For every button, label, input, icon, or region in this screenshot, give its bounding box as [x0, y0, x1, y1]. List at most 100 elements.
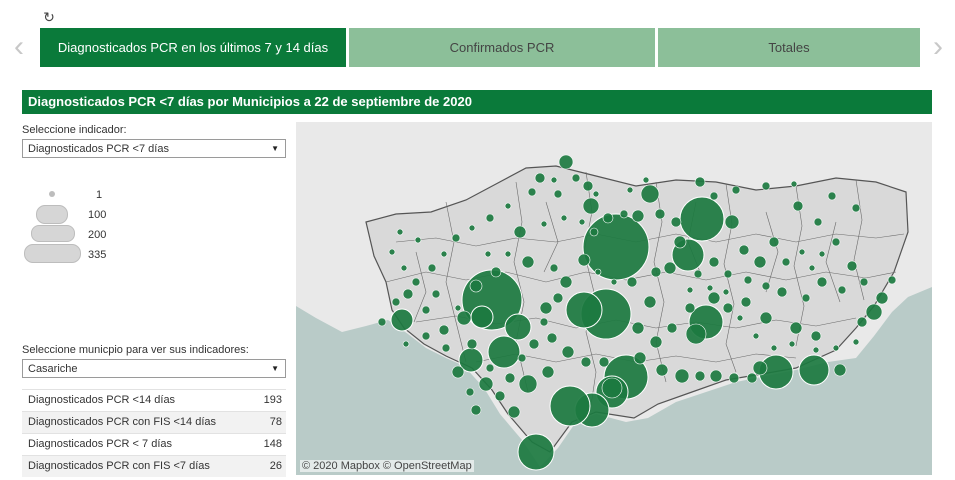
municipality-bubble[interactable] — [565, 291, 603, 329]
indicator-dropdown[interactable]: Diagnosticados PCR <7 días ▼ — [22, 139, 286, 158]
municipality-bubble[interactable] — [833, 363, 847, 377]
municipality-bubble[interactable] — [582, 213, 650, 281]
municipality-bubble[interactable] — [441, 343, 451, 353]
municipality-bubble[interactable] — [728, 372, 740, 384]
municipality-bubble[interactable] — [550, 176, 558, 184]
municipality-bubble[interactable] — [801, 293, 811, 303]
municipality-bubble[interactable] — [642, 176, 650, 184]
municipality-bubble[interactable] — [517, 353, 527, 363]
municipality-bubble[interactable] — [761, 281, 771, 291]
municipality-bubble[interactable] — [626, 186, 634, 194]
municipality-bubble[interactable] — [391, 297, 401, 307]
municipality-bubble[interactable] — [770, 344, 778, 352]
municipality-bubble[interactable] — [798, 248, 806, 256]
municipality-bubble[interactable] — [818, 250, 826, 258]
municipality-bubble[interactable] — [400, 264, 408, 272]
municipality-bubble[interactable] — [709, 369, 723, 383]
municipality-bubble[interactable] — [421, 331, 431, 341]
municipality-bubble[interactable] — [440, 250, 448, 258]
municipality-bubble[interactable] — [736, 314, 744, 322]
municipality-bubble[interactable] — [549, 385, 591, 427]
municipality-bubble[interactable] — [792, 200, 804, 212]
municipality-bubble[interactable] — [816, 276, 828, 288]
municipality-bubble[interactable] — [673, 235, 687, 249]
municipality-bubble[interactable] — [402, 340, 410, 348]
municipality-bubble[interactable] — [740, 296, 752, 308]
municipality-bubble[interactable] — [753, 255, 767, 269]
municipality-bubble[interactable] — [650, 266, 662, 278]
municipality-bubble[interactable] — [507, 405, 521, 419]
municipality-bubble[interactable] — [808, 264, 816, 272]
municipality-bubble[interactable] — [518, 374, 538, 394]
municipality-bubble[interactable] — [558, 154, 574, 170]
municipality-bubble[interactable] — [578, 218, 586, 226]
municipality-bubble[interactable] — [694, 370, 706, 382]
municipality-bubble[interactable] — [561, 345, 575, 359]
municipality-bubble[interactable] — [528, 338, 540, 350]
municipality-bubble[interactable] — [686, 286, 694, 294]
municipality-bubble[interactable] — [539, 301, 553, 315]
municipality-bubble[interactable] — [427, 263, 437, 273]
municipality-bubble[interactable] — [527, 187, 537, 197]
municipality-bubble[interactable] — [827, 191, 837, 201]
bubble-map[interactable] — [296, 122, 932, 475]
municipality-bubble[interactable] — [633, 351, 647, 365]
municipality-bubble[interactable] — [549, 263, 559, 273]
municipality-bubble[interactable] — [451, 365, 465, 379]
municipality-bubble[interactable] — [414, 236, 422, 244]
municipality-bubble[interactable] — [832, 344, 840, 352]
municipality-bubble[interactable] — [887, 275, 897, 285]
municipality-bubble[interactable] — [469, 279, 483, 293]
municipality-bubble[interactable] — [810, 330, 822, 342]
municipality-bubble[interactable] — [580, 356, 592, 368]
municipality-bubble[interactable] — [577, 253, 591, 267]
municipality-bubble[interactable] — [731, 185, 741, 195]
municipality-bubble[interactable] — [738, 244, 750, 256]
municipality-bubble[interactable] — [396, 228, 404, 236]
municipality-bubble[interactable] — [724, 214, 740, 230]
municipality-bubble[interactable] — [743, 275, 753, 285]
municipality-bubble[interactable] — [451, 233, 461, 243]
municipality-bubble[interactable] — [466, 338, 478, 350]
municipality-bubble[interactable] — [487, 335, 521, 369]
municipality-bubble[interactable] — [851, 203, 861, 213]
previous-tab-arrow-icon[interactable]: ‹ — [14, 30, 24, 63]
municipality-bubble[interactable] — [654, 208, 666, 220]
municipality-bubble[interactable] — [649, 335, 663, 349]
municipality-bubble[interactable] — [504, 372, 516, 384]
municipality-bubble[interactable] — [541, 365, 555, 379]
municipality-bubble[interactable] — [540, 220, 548, 228]
municipality-bubble[interactable] — [517, 433, 555, 471]
municipality-bubble[interactable] — [610, 278, 618, 286]
municipality-bubble[interactable] — [746, 372, 758, 384]
map-canvas[interactable] — [296, 122, 932, 475]
municipality-bubble[interactable] — [626, 276, 638, 288]
municipality-bubble[interactable] — [546, 332, 558, 344]
municipality-bubble[interactable] — [655, 363, 669, 377]
municipality-bubble[interactable] — [643, 295, 657, 309]
municipality-bubble[interactable] — [589, 227, 599, 237]
municipality-bubble[interactable] — [504, 313, 532, 341]
municipality-bubble[interactable] — [582, 197, 600, 215]
municipality-bubble[interactable] — [670, 216, 682, 228]
municipality-bubble[interactable] — [484, 250, 492, 258]
municipality-bubble[interactable] — [490, 266, 502, 278]
municipality-bubble[interactable] — [859, 277, 869, 287]
municipality-bubble[interactable] — [411, 277, 421, 287]
municipality-bubble[interactable] — [707, 291, 721, 305]
municipality-bubble[interactable] — [640, 184, 660, 204]
municipality-bubble[interactable] — [776, 286, 788, 298]
municipality-bubble[interactable] — [875, 291, 889, 305]
municipality-bubble[interactable] — [813, 217, 823, 227]
municipality-bubble[interactable] — [504, 250, 512, 258]
municipality-bubble[interactable] — [377, 317, 387, 327]
municipality-bubble[interactable] — [534, 172, 546, 184]
municipality-bubble[interactable] — [594, 268, 602, 276]
tab-diagnosticados-7-14[interactable]: Diagnosticados PCR en los últimos 7 y 14… — [40, 28, 346, 67]
municipio-dropdown[interactable]: Casariche ▼ — [22, 359, 286, 378]
municipality-bubble[interactable] — [812, 346, 820, 354]
municipality-bubble[interactable] — [431, 289, 441, 299]
municipality-bubble[interactable] — [666, 322, 678, 334]
municipality-bubble[interactable] — [709, 191, 719, 201]
municipality-bubble[interactable] — [684, 302, 696, 314]
